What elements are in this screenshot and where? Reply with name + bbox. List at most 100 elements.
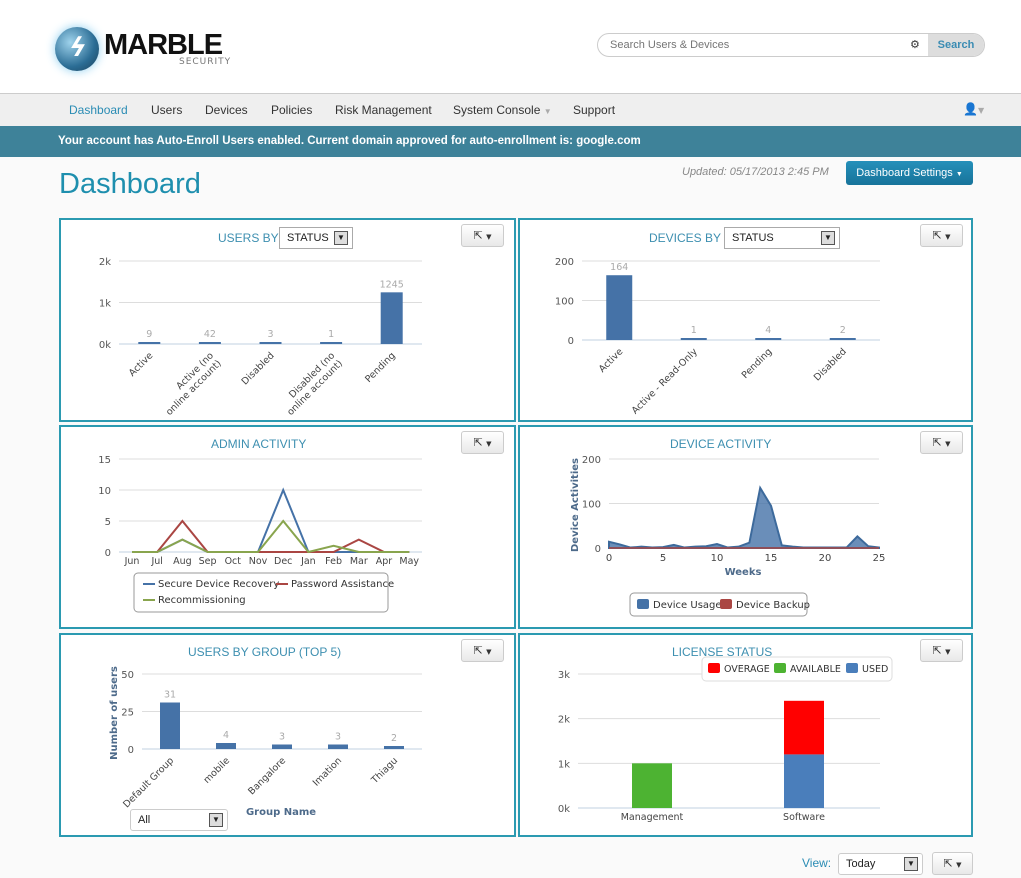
panel-admin-activity: 0 5 10 15 Jun Jul Aug Sep Oct Nov Dec Jan Feb Mar Apr M… [59, 425, 516, 629]
panel-license-status: 0k 1k 2k 3k Management Software OVERAGE AVAILAB… [518, 633, 973, 837]
chevron-down-icon: ▼ [904, 857, 918, 871]
license-status-chart: 0k 1k 2k 3k Management Software OVERAGE AVAILAB… [558, 656, 893, 823]
x-tick-label: mobile [202, 755, 233, 786]
bar [384, 746, 404, 749]
y-tick-label: 25 [121, 708, 134, 719]
data-label: 4 [223, 730, 229, 741]
logo-wordmark: MARBLE [104, 29, 223, 61]
data-label: 31 [164, 690, 176, 701]
y-axis-title: Device Activities [570, 458, 581, 552]
legend-box [701, 656, 893, 682]
x-tick-label: Jun [124, 556, 140, 567]
search-button[interactable]: Search [928, 34, 984, 56]
export-button[interactable]: ⇱ ▼ [461, 224, 504, 247]
devices-by-select[interactable]: STATUS ▼ [724, 227, 840, 249]
data-label: 1 [328, 329, 334, 340]
logo-orb-icon [55, 27, 99, 71]
export-button[interactable]: ⇱ ▼ [461, 431, 504, 454]
nav-risk-management[interactable]: Risk Management [335, 103, 432, 117]
bar [755, 338, 782, 340]
search-input[interactable] [598, 34, 908, 56]
x-tick-label: Sep [199, 556, 217, 567]
y-tick-label: 0 [568, 336, 574, 347]
y-tick-label: 200 [582, 455, 601, 466]
y-tick-label: 50 [121, 670, 134, 681]
y-axis-title: Number of users [109, 666, 120, 760]
export-button[interactable]: ⇱ ▼ [920, 431, 963, 454]
legend-label: Device Usage [653, 600, 722, 611]
data-label: 3 [335, 732, 341, 743]
x-tick-label: Default Group [121, 755, 176, 810]
panel-title: ADMIN ACTIVITY [211, 437, 307, 451]
legend-label: OVERAGE [724, 664, 770, 675]
caret-down-icon: ▼ [945, 233, 951, 241]
x-tick-label: Bangalore [246, 755, 288, 797]
bar [160, 702, 180, 749]
data-label: 2 [391, 733, 397, 744]
export-button[interactable]: ⇱ ▼ [920, 639, 963, 662]
export-button[interactable]: ⇱ ▼ [461, 639, 504, 662]
nav-dashboard[interactable]: Dashboard [69, 103, 128, 117]
export-icon: ⇱ [473, 229, 483, 242]
legend-swatch [708, 663, 720, 673]
nav-users[interactable]: Users [151, 103, 183, 117]
dashboard-settings-button[interactable]: Dashboard Settings ▼ [846, 161, 973, 185]
export-button[interactable]: ⇱ ▼ [920, 224, 963, 247]
export-button[interactable]: ⇱ ▼ [932, 852, 973, 875]
x-tick-label: Disabled (noonline account) [277, 350, 345, 418]
users-by-select[interactable]: STATUS ▼ [279, 227, 353, 249]
bar [216, 743, 236, 749]
group-filter-select[interactable]: All ▼ [130, 809, 228, 831]
export-icon: ⇱ [473, 644, 483, 657]
x-tick-label: Disabled [240, 350, 277, 387]
caret-down-icon: ▼ [486, 233, 492, 241]
nav-policies[interactable]: Policies [271, 103, 313, 117]
x-tick-label: Thiagu [369, 755, 400, 786]
x-tick-label: Feb [325, 556, 342, 567]
panel-title: USERS BY GROUP (TOP 5) [188, 645, 342, 659]
chevron-down-icon: ▼ [334, 231, 348, 245]
stacked-bar-segment [784, 700, 824, 755]
y-tick-label: 0k [99, 340, 111, 351]
y-tick-label: 15 [98, 455, 111, 466]
marble-security-logo[interactable]: ϟ MARBLE SECURITY [55, 27, 245, 77]
x-tick-label: 25 [873, 553, 886, 564]
x-tick-label: 15 [765, 553, 778, 564]
nav-support[interactable]: Support [573, 103, 616, 117]
caret-down-icon: ▼ [945, 648, 951, 656]
caret-down-icon: ▼ [945, 440, 951, 448]
header: ϟ MARBLE SECURITY ⚙ Search [0, 0, 1021, 93]
nav-system-console[interactable]: System Console ▼ [453, 103, 552, 117]
y-tick-label: 10 [98, 486, 111, 497]
data-label: 3 [279, 732, 285, 743]
caret-down-icon: ▼ [956, 861, 962, 869]
gear-icon[interactable]: ⚙ [910, 38, 920, 51]
x-tick-label: Management [621, 812, 684, 823]
legend-swatch [774, 663, 786, 673]
y-tick-label: 0 [128, 745, 134, 756]
users-by-select-value: STATUS [287, 232, 329, 244]
x-axis-title: Group Name [246, 807, 316, 818]
device-activity-chart: 0 100 200 0 5 10 15 20 25 Weeks Device Activities D… [570, 455, 886, 617]
legend-swatch [637, 599, 649, 609]
x-tick-label: Pending [363, 350, 398, 385]
search-box: ⚙ Search [597, 33, 985, 57]
x-tick-label: Nov [249, 556, 268, 567]
x-tick-label: Aug [173, 556, 192, 567]
view-select[interactable]: Today ▼ [838, 853, 923, 875]
bar [259, 342, 282, 344]
y-tick-label: 5 [105, 517, 111, 528]
panel-device-activity: 0 100 200 0 5 10 15 20 25 Weeks Device Activities D… [518, 425, 973, 629]
bar [272, 744, 292, 749]
legend-label: Device Backup [736, 600, 810, 611]
caret-down-icon: ▼ [955, 171, 963, 178]
stacked-bar-segment [632, 763, 672, 808]
data-label: 1 [691, 325, 697, 336]
nav-devices[interactable]: Devices [205, 103, 248, 117]
x-tick-label: Software [783, 812, 825, 823]
user-menu[interactable]: 👤▼ [963, 102, 984, 116]
data-label: 1245 [380, 279, 404, 290]
y-tick-label: 1k [99, 299, 111, 310]
y-tick-label: 0k [558, 804, 570, 815]
bar [198, 342, 221, 344]
